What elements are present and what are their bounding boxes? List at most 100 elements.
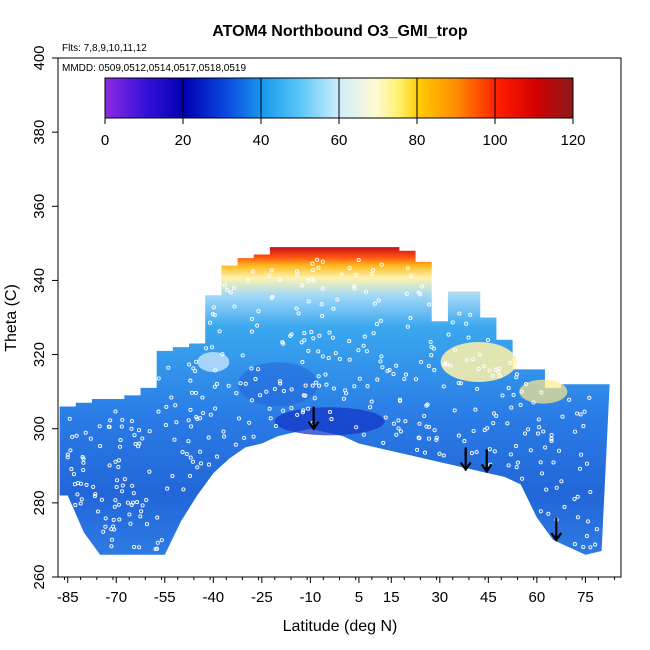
sample-point (476, 366, 481, 371)
sample-point (316, 383, 322, 388)
sample-point (579, 452, 584, 457)
sample-point (155, 540, 160, 545)
sample-point (117, 517, 122, 522)
sample-point (194, 415, 199, 420)
sample-point (225, 287, 230, 292)
y-tick-label: 300 (31, 416, 48, 441)
sample-point (379, 262, 384, 267)
sample-point (273, 423, 278, 429)
sample-point (249, 398, 254, 403)
y-tick-label: 320 (31, 342, 48, 367)
sample-point (138, 514, 143, 519)
sample-point (195, 465, 200, 470)
sample-point (464, 358, 469, 363)
sample-point (119, 424, 124, 429)
sample-point (475, 386, 480, 391)
colorbar-tick-label: 40 (253, 132, 270, 149)
sample-point (417, 436, 422, 441)
sample-point (214, 381, 220, 386)
sample-point (164, 404, 169, 409)
sample-point (233, 442, 238, 447)
sample-point (549, 438, 554, 443)
sample-point (103, 524, 108, 529)
sample-point (575, 515, 580, 520)
sample-point (277, 277, 282, 282)
x-tick-label: -85 (57, 589, 79, 606)
sample-point (208, 412, 213, 417)
sample-point (514, 375, 519, 380)
sample-point (73, 503, 78, 508)
sample-point (588, 545, 593, 550)
sample-point (422, 450, 428, 455)
colorbar-tick-label: 120 (560, 132, 585, 149)
sample-point (281, 341, 286, 346)
sample-point (376, 298, 381, 303)
descent-arrow-head (459, 461, 472, 472)
high-o3-region-shape (519, 379, 568, 404)
sample-point (515, 460, 520, 465)
sample-point (422, 413, 427, 419)
y-tick-label: 260 (31, 564, 48, 589)
sample-point (468, 312, 473, 317)
sample-point (118, 438, 123, 443)
sample-point (120, 489, 125, 494)
x-tick-label: 30 (431, 589, 448, 606)
sample-point (302, 331, 307, 336)
low-o3-core-shape (238, 362, 319, 407)
sample-point (378, 359, 383, 364)
y-tick-label: 360 (31, 194, 48, 219)
sample-point (67, 416, 72, 421)
sample-point (243, 381, 248, 386)
sample-point (172, 437, 177, 442)
sample-point (403, 419, 408, 424)
sample-point (456, 433, 461, 438)
sample-point (65, 452, 70, 457)
sample-point (311, 336, 316, 341)
sample-point (575, 494, 580, 499)
sample-point (299, 340, 304, 345)
sample-point (88, 436, 93, 441)
sample-point (140, 436, 145, 441)
sample-point (221, 429, 226, 434)
high-o3-region-shape (440, 341, 517, 382)
sample-point (405, 266, 410, 271)
sample-point (268, 416, 273, 421)
sample-point (181, 487, 186, 492)
sample-point (408, 316, 413, 321)
sample-point (97, 424, 102, 429)
sample-point (80, 455, 85, 460)
sample-point (324, 382, 329, 387)
sample-point (560, 414, 565, 419)
sample-point (113, 459, 118, 464)
sample-point (108, 418, 113, 423)
sample-point (83, 430, 88, 435)
sample-point (194, 359, 199, 364)
sample-point (434, 435, 439, 440)
sample-point (567, 397, 572, 402)
sample-point (514, 465, 519, 470)
sample-point (320, 313, 325, 318)
sample-point (236, 416, 242, 421)
sample-point (519, 389, 524, 394)
sample-point (130, 483, 135, 488)
sample-point (99, 497, 104, 502)
dates-label: MMDD: 0509,0512,0514,0517,0518,0519 (62, 63, 246, 74)
sample-point (305, 278, 310, 283)
sample-point (581, 544, 586, 550)
sample-point (184, 451, 189, 457)
o3-field (59, 247, 610, 555)
sample-point (352, 283, 357, 289)
sample-point (201, 410, 206, 416)
sample-point (306, 348, 311, 353)
sample-point (487, 447, 492, 452)
high-o3-region-shape (197, 351, 230, 372)
sample-point (347, 357, 352, 362)
sample-point (212, 384, 217, 389)
sample-point (370, 271, 375, 277)
sample-point (78, 481, 83, 486)
sample-point (508, 360, 513, 365)
sample-point (156, 409, 161, 414)
sample-point (103, 516, 108, 521)
sample-point (420, 284, 425, 289)
sample-point (347, 266, 352, 271)
